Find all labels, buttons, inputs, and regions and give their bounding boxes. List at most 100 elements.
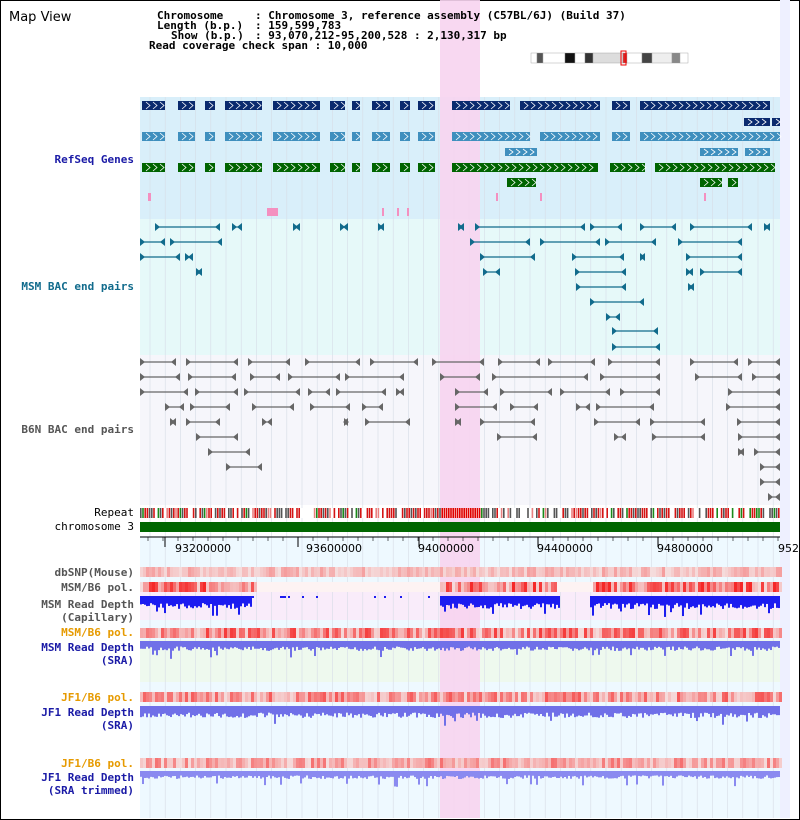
polymorphism-cell [521,582,524,592]
read-depth-bar [304,641,306,648]
read-depth-bar [432,771,434,779]
read-depth-bar [572,771,574,777]
read-depth-bar [596,596,598,605]
polymorphism-cell [143,582,146,592]
polymorphism-cell [383,758,386,768]
repeat-element [360,508,362,518]
read-depth-bar [380,706,382,716]
bac-end-marker [175,253,180,261]
read-depth-bar [424,641,426,649]
read-depth-bar [274,641,276,649]
gene-strand-arrow [208,132,214,141]
gene-strand-arrow [235,132,241,141]
read-depth-bar [660,596,662,606]
read-depth-bar [274,771,276,778]
polymorphism-cell [176,567,179,577]
polymorphism-cell [341,582,344,592]
polymorphism-cell [356,758,359,768]
polymorphism-cell [668,582,671,592]
bac-end-marker [700,268,705,276]
polymorphism-cell [374,628,377,638]
polymorphism-cell [446,628,449,638]
read-depth-bar [624,596,626,608]
read-depth-bar [328,706,330,716]
gene-strand-arrow [355,132,361,141]
polymorphism-cell [647,692,650,702]
polymorphism-cell [554,692,557,702]
read-depth-bar [240,706,242,717]
repeat-element [199,508,201,518]
polymorphism-cell [644,692,647,702]
repeat-element [355,508,358,518]
track-label-msm-bac: MSM BAC end pairs [21,280,134,293]
polymorphism-cell [386,758,389,768]
ideogram-band [574,52,586,64]
chromosome-value: : Chromosome 3, reference assembly (C57B… [255,9,626,22]
polymorphism-cell [542,567,545,577]
read-depth-bar [140,596,142,605]
polymorphism-cell [452,628,455,638]
gene-feature [640,101,770,110]
polymorphism-cell [653,628,656,638]
gene-strand-arrow [532,163,538,172]
read-depth-bar [310,641,312,651]
gene-strand-arrow [497,132,503,141]
polymorphism-cell [401,582,404,592]
polymorphism-cell [638,567,641,577]
polymorphism-cell [224,692,227,702]
read-depth-bar [324,641,326,650]
read-depth-bar [398,771,400,778]
bac-end-marker [165,403,170,411]
read-depth-bar [248,771,250,776]
read-depth-bar [174,771,176,777]
read-depth-bar [442,706,444,716]
read-depth-bar [534,771,536,779]
polymorphism-cell [437,582,440,592]
read-depth-bar [690,596,692,608]
read-depth-bar [164,706,166,714]
polymorphism-cell [359,758,362,768]
repeat-element [676,508,679,518]
rna-feature [704,193,706,201]
polymorphism-cell [440,567,443,577]
repeat-element [663,508,666,518]
read-depth-bar [310,771,312,779]
polymorphism-cell [476,758,479,768]
polymorphism-cell [452,567,455,577]
polymorphism-cell [527,692,530,702]
read-depth-bar [364,771,366,778]
polymorphism-cell [737,758,740,768]
polymorphism-cell [524,567,527,577]
read-depth-bar [778,641,780,648]
read-depth-bar [606,596,608,605]
polymorphism-cell [296,758,299,768]
read-depth-bar [284,706,286,715]
read-depth-bar [278,706,280,718]
read-depth-bar [224,771,226,777]
repeat-element [692,508,694,518]
polymorphism-cell [443,567,446,577]
read-depth-bar [422,771,424,777]
polymorphism-cell [707,567,710,577]
read-depth-bar [572,641,574,651]
read-depth-bar [764,706,766,717]
polymorphism-cell [773,692,776,702]
polymorphism-cell [212,758,215,768]
read-depth-bar [408,706,410,716]
ideogram-band [536,52,544,64]
read-depth-bar [614,706,616,714]
polymorphism-cell [545,692,548,702]
bac-end-marker [250,373,255,381]
read-depth-bar [646,771,648,777]
polymorphism-cell [716,567,719,577]
read-depth-bar [688,771,690,776]
polymorphism-cell [215,582,218,592]
polymorphism-cell [761,582,764,592]
read-depth-bar [432,641,434,648]
repeat-element [707,508,710,518]
read-depth-bar [398,641,400,647]
gene-strand-arrow [755,132,761,141]
gene-strand-arrow [727,132,733,141]
repeat-element [327,508,329,518]
